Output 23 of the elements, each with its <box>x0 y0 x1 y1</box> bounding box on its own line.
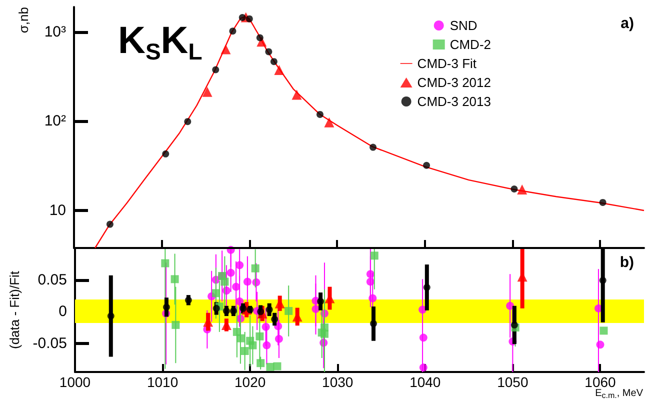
x-tick-label: 1000 <box>59 374 91 390</box>
y-tick-label: 10² <box>44 112 66 130</box>
x-axis-title: E$_{c.m.}$, MeV <box>595 388 643 400</box>
annotation: b) <box>620 254 634 271</box>
y-tick-label: 10³ <box>44 23 66 40</box>
y-axis-title: (data - Fit)/Fit <box>7 270 22 350</box>
x-tick-label: 1050 <box>497 374 528 390</box>
legend-label: CMD-3 Fit <box>417 56 477 71</box>
legend-label: CMD-3 2012 <box>417 75 492 90</box>
x-tick-label: 1020 <box>234 374 266 390</box>
y-tick-label: 10 <box>49 202 66 219</box>
x-tick-label: 1040 <box>410 374 441 390</box>
y-tick-label: -0.05 <box>32 334 67 352</box>
legend-label: CMD-3 2013 <box>417 94 492 109</box>
annotation: a) <box>620 15 634 32</box>
x-tick-label: 1030 <box>322 374 354 390</box>
x-tick-label: 1010 <box>146 374 178 390</box>
legend-label: SND <box>450 18 478 33</box>
x-tick-label: 1060 <box>584 374 616 390</box>
y-axis-title: σ,nb <box>16 7 31 34</box>
y-tick-label: 0 <box>58 303 67 320</box>
y-tick-label: 0.05 <box>38 271 67 288</box>
legend-label: CMD-2 <box>450 37 492 52</box>
